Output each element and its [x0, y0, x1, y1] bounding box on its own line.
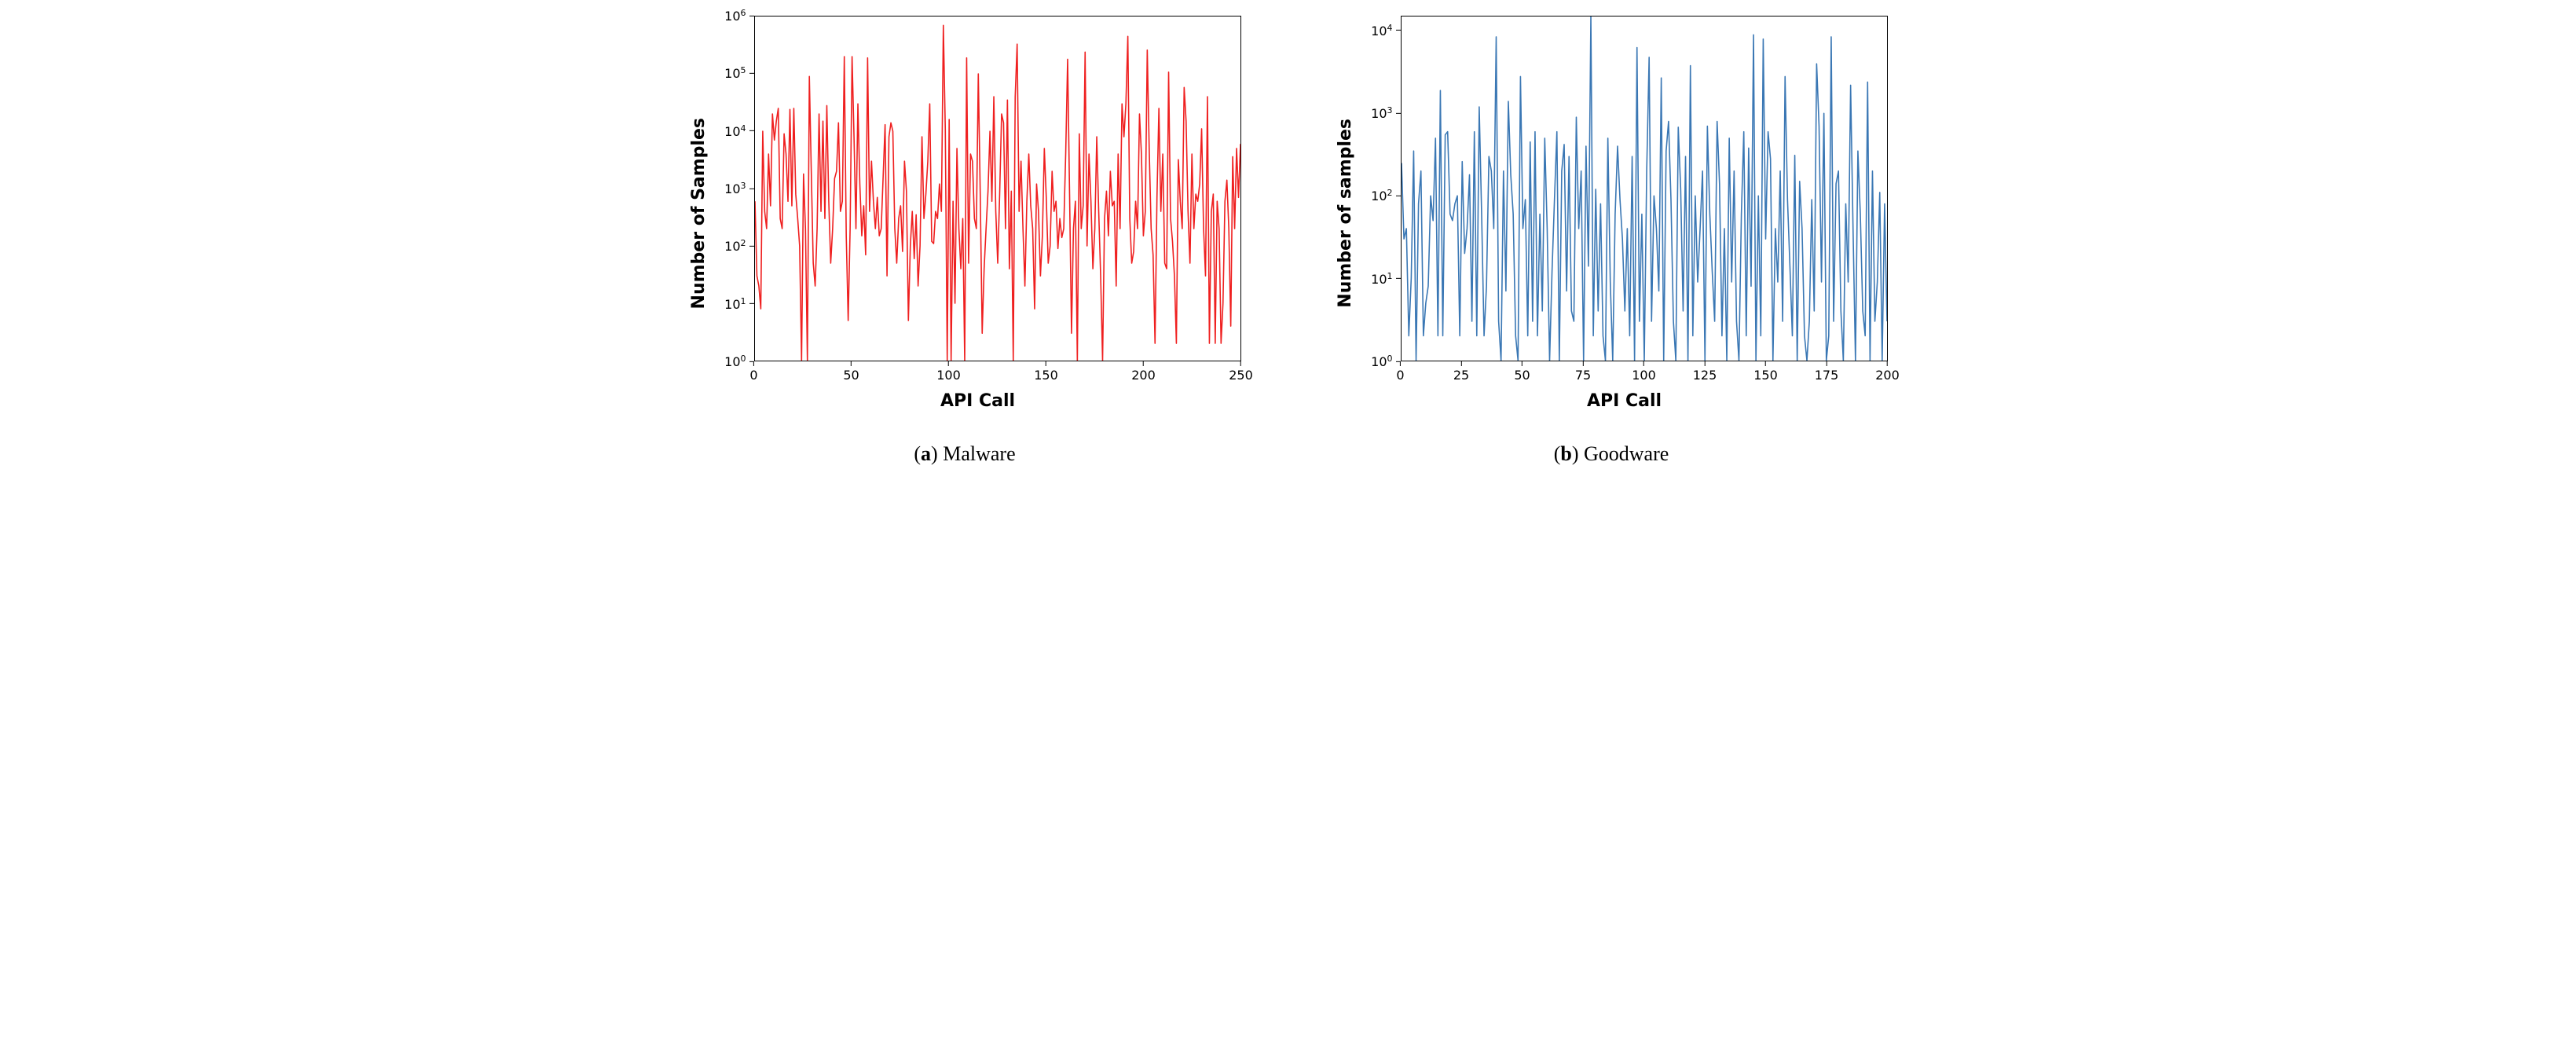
x-tick: 150: [1753, 361, 1778, 383]
x-tick-label: 150: [1753, 368, 1778, 383]
plot-area-malware: [754, 16, 1241, 361]
subplot-goodware: Number of samples 100 101 102 103 104 0 25 50 7…: [1336, 16, 1888, 466]
y-tick-label: 104: [724, 123, 746, 138]
chart-wrapper-goodware: Number of samples 100 101 102 103 104 0 25 50 7…: [1336, 16, 1888, 411]
x-tick-mark: [948, 361, 949, 366]
y-ticks-malware: 100101102103104105106: [715, 16, 754, 361]
y-tick: 101: [724, 295, 753, 311]
x-tick-mark: [1522, 361, 1523, 366]
y-axis-label-malware: Number of Samples: [689, 118, 709, 309]
chart-wrapper-malware: Number of Samples 100101102103104105106 …: [689, 16, 1241, 411]
x-tick-label: 100: [936, 368, 961, 383]
y-tick: 103: [724, 181, 753, 196]
x-tick: 100: [1632, 361, 1656, 383]
data-line: [755, 25, 1240, 361]
y-tick: 103: [1371, 105, 1400, 121]
x-tick-mark: [1887, 361, 1888, 366]
y-tick: 102: [724, 238, 753, 254]
figure-container: Number of Samples 100101102103104105106 …: [689, 16, 1888, 466]
data-line: [1402, 16, 1887, 361]
x-tick-label: 175: [1815, 368, 1839, 383]
x-tick-mark: [1765, 361, 1766, 366]
caption-goodware: (b) Goodware: [1554, 442, 1669, 466]
x-tick-mark: [753, 361, 754, 366]
y-tick-label: 102: [724, 238, 746, 254]
x-tick: 50: [1514, 361, 1530, 383]
caption-letter-malware: a: [921, 442, 931, 465]
x-tick-mark: [1643, 361, 1644, 366]
x-tick-label: 75: [1575, 368, 1591, 383]
x-tick: 200: [1875, 361, 1900, 383]
x-tick-mark: [1460, 361, 1461, 366]
x-tick: 175: [1815, 361, 1839, 383]
x-tick-mark: [1240, 361, 1241, 366]
x-tick-mark: [1826, 361, 1827, 366]
plot-area-goodware: [1401, 16, 1888, 361]
x-tick-label: 250: [1229, 368, 1253, 383]
y-tick: 104: [724, 123, 753, 138]
caption-text-goodware: Goodware: [1584, 442, 1669, 465]
x-ticks-goodware: 0255075100125150175200: [1401, 361, 1888, 380]
x-tick: 25: [1453, 361, 1469, 383]
x-tick-mark: [1704, 361, 1705, 366]
x-tick: 0: [1396, 361, 1404, 383]
x-tick: 50: [843, 361, 859, 383]
line-plot-goodware: [1402, 16, 1887, 361]
y-tick-label: 105: [724, 65, 746, 81]
y-tick: 105: [724, 65, 753, 81]
y-tick-label: 103: [724, 181, 746, 196]
caption-letter-goodware: b: [1560, 442, 1571, 465]
y-tick-label: 100: [1371, 354, 1392, 369]
x-tick-label: 0: [749, 368, 757, 383]
x-tick: 200: [1131, 361, 1156, 383]
x-tick-label: 200: [1131, 368, 1156, 383]
y-tick-label: 101: [1371, 270, 1392, 286]
x-axis-label-malware: API Call: [715, 391, 1241, 411]
y-tick-label: 102: [1371, 188, 1392, 203]
x-tick: 150: [1034, 361, 1058, 383]
chart-box-goodware: 100101102103104 0255075100125150175200 A…: [1361, 16, 1888, 411]
y-axis-label-goodware: Number of samples: [1336, 119, 1355, 308]
x-tick: 100: [936, 361, 961, 383]
caption-malware: (a) Malware: [914, 442, 1015, 466]
x-tick-mark: [1582, 361, 1583, 366]
chart-box-malware: 100101102103104105106 050100150200250 AP…: [715, 16, 1241, 411]
x-tick-mark: [1400, 361, 1401, 366]
x-tick-label: 50: [1514, 368, 1530, 383]
x-tick-label: 125: [1693, 368, 1717, 383]
y-tick-label: 103: [1371, 105, 1392, 121]
x-tick-label: 25: [1453, 368, 1469, 383]
y-tick-label: 104: [1371, 22, 1392, 38]
subplot-malware: Number of Samples 100101102103104105106 …: [689, 16, 1241, 466]
x-tick-label: 100: [1632, 368, 1656, 383]
x-tick-label: 0: [1396, 368, 1404, 383]
caption-text-malware: Malware: [943, 442, 1015, 465]
y-tick: 104: [1371, 22, 1400, 38]
x-tick: 0: [749, 361, 757, 383]
x-tick: 75: [1575, 361, 1591, 383]
x-tick-label: 150: [1034, 368, 1058, 383]
x-tick: 250: [1229, 361, 1253, 383]
y-tick: 102: [1371, 188, 1400, 203]
y-tick-label: 100: [724, 354, 746, 369]
x-axis-label-goodware: API Call: [1361, 391, 1888, 411]
y-tick: 106: [724, 8, 753, 24]
y-tick-label: 106: [724, 8, 746, 24]
x-tick-mark: [851, 361, 852, 366]
y-tick: 101: [1371, 270, 1400, 286]
x-tick-mark: [1143, 361, 1144, 366]
y-tick-label: 101: [724, 295, 746, 311]
line-plot-malware: [755, 16, 1240, 361]
x-tick-label: 50: [843, 368, 859, 383]
y-ticks-goodware: 100101102103104: [1361, 16, 1401, 361]
x-tick-label: 200: [1875, 368, 1900, 383]
x-ticks-malware: 050100150200250: [754, 361, 1241, 380]
x-tick: 125: [1693, 361, 1717, 383]
